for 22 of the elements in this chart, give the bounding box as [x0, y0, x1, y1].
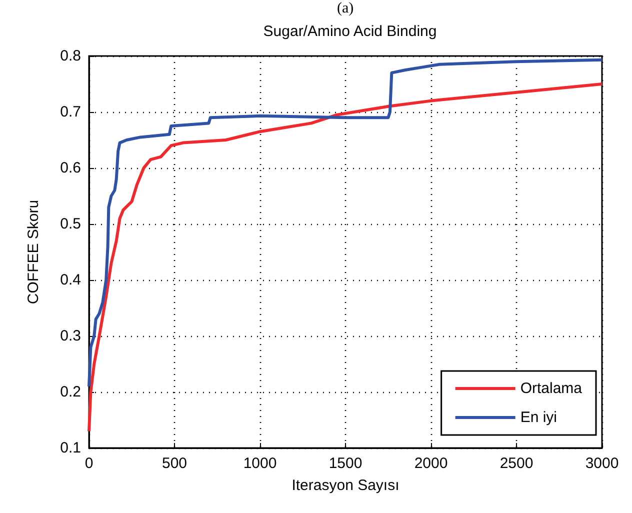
y-tick-label: 0.1: [60, 440, 81, 456]
legend-label: Ortalama: [520, 380, 583, 397]
x-tick-label: 500: [162, 455, 188, 472]
text: (a): [337, 0, 354, 16]
y-tick-label: 0.8: [60, 48, 81, 64]
y-tick-label: 0.3: [60, 328, 81, 344]
y-axis-title: COFFEE Skoru: [25, 200, 42, 304]
line-series: [88, 82, 604, 433]
chart-title: Sugar/Amino Acid Binding: [263, 23, 437, 40]
y-tick-label: 0.4: [60, 272, 81, 288]
x-tick-label: 0: [84, 455, 94, 472]
y-tick-label: 0.5: [60, 216, 81, 232]
y-tick-label: 0.2: [60, 384, 81, 400]
x-tick-label: 2000: [414, 455, 448, 472]
y-tick-label: 0.7: [60, 104, 81, 120]
x-tick-label: 2500: [500, 455, 534, 472]
x-tick-label: 3000: [585, 455, 619, 472]
y-tick-label: 0.6: [60, 160, 81, 176]
x-tick-label: 1000: [243, 455, 277, 472]
x-axis-title: Iterasyon Sayısı: [292, 477, 400, 494]
x-tick-label: 1500: [328, 455, 362, 472]
legend-label: En iyi: [520, 409, 558, 426]
